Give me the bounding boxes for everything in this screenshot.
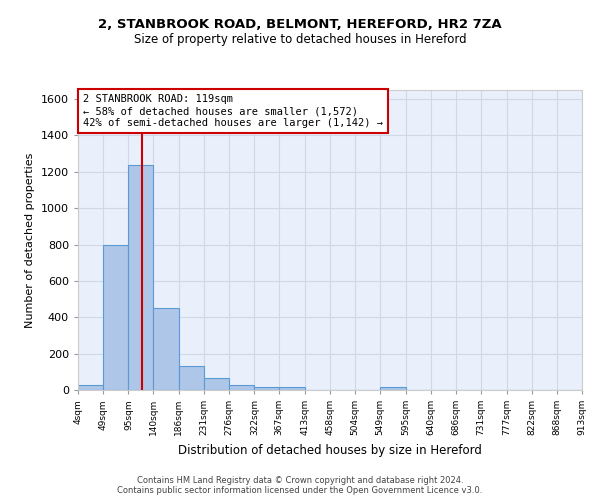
Bar [78,386,103,390]
Bar [204,378,229,390]
Bar [179,366,204,390]
Bar [380,388,406,390]
Bar [229,386,254,390]
Text: 2 STANBROOK ROAD: 119sqm
← 58% of detached houses are smaller (1,572)
42% of sem: 2 STANBROOK ROAD: 119sqm ← 58% of detach… [83,94,383,128]
Text: Contains HM Land Registry data © Crown copyright and database right 2024.
Contai: Contains HM Land Registry data © Crown c… [118,476,482,495]
Bar [128,164,154,390]
Bar [103,244,128,390]
Bar [154,308,179,390]
X-axis label: Distribution of detached houses by size in Hereford: Distribution of detached houses by size … [178,444,482,456]
Text: Size of property relative to detached houses in Hereford: Size of property relative to detached ho… [134,32,466,46]
Y-axis label: Number of detached properties: Number of detached properties [25,152,35,328]
Bar [279,388,305,390]
Text: 2, STANBROOK ROAD, BELMONT, HEREFORD, HR2 7ZA: 2, STANBROOK ROAD, BELMONT, HEREFORD, HR… [98,18,502,30]
Bar [254,388,279,390]
